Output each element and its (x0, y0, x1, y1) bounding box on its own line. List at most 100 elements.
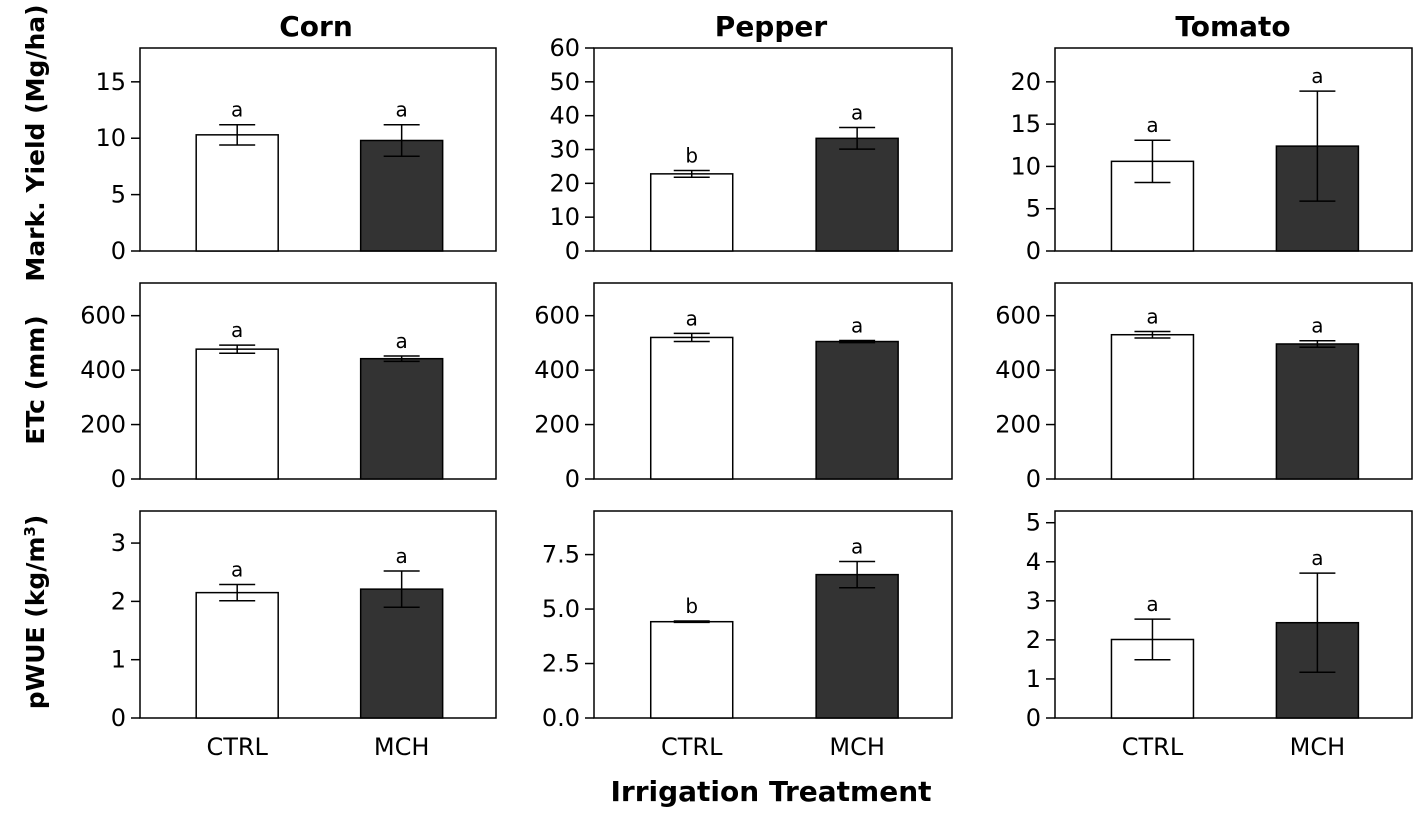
bar-mch (359, 139, 444, 252)
bar-ctrl (195, 348, 279, 480)
y-tick-label: 5 (111, 181, 126, 209)
y-tick-label: 20 (549, 169, 580, 197)
y-tick-label: 2.5 (542, 650, 580, 678)
row-label-yield: Mark. Yield (Mg/ha) (21, 4, 50, 281)
bar-mch (815, 573, 899, 719)
y-tick-label: 2 (111, 587, 126, 615)
x-category-label-ctrl: CTRL (206, 733, 268, 761)
row-label-pwue-tail: ) (21, 515, 50, 526)
x-category-label-mch: MCH (1290, 733, 1346, 761)
x-axis-title: Irrigation Treatment (610, 775, 931, 808)
y-tick-label: 600 (995, 302, 1041, 330)
panel-pwue-tomato: 0 1 2 3 4 5 a CTRL a MCH (1026, 509, 1413, 761)
panel-yield-tomato: 0 5 10 15 20 a a (1010, 47, 1413, 265)
x-category-label-mch: MCH (374, 733, 430, 761)
bar-ctrl (649, 173, 734, 252)
significance-letter: a (1146, 113, 1158, 137)
y-tick-label: 5 (1026, 195, 1041, 223)
row-label-pwue-sup: 3 (21, 526, 39, 536)
y-tick-label: 0 (565, 237, 580, 265)
y-tick-label: 15 (95, 68, 126, 96)
y-tick-label: 3 (1026, 587, 1041, 615)
y-tick-label: 600 (534, 302, 580, 330)
panel-pwue-corn: 0 1 2 3 a CTRL a MCH (111, 510, 497, 761)
significance-letter: a (851, 535, 863, 559)
y-tick-label: 0 (111, 704, 126, 732)
y-tick-label: 0 (111, 465, 126, 493)
y-tick-label: 15 (1010, 110, 1041, 138)
significance-letter: a (231, 98, 243, 122)
y-tick-label: 0 (565, 465, 580, 493)
bar-ctrl (195, 591, 279, 719)
panel-etc-tomato: 0 200 400 600 a a (995, 282, 1413, 493)
y-tick-label: 0 (111, 237, 126, 265)
y-tick-label: 1 (1026, 665, 1041, 693)
bar-mch (359, 588, 444, 719)
significance-letter: a (396, 329, 408, 353)
y-tick-label: 400 (534, 356, 580, 384)
y-tick-label: 2 (1026, 626, 1041, 654)
significance-letter: a (231, 557, 243, 581)
bar-ctrl (649, 620, 734, 719)
y-tick-label: 0 (1026, 237, 1041, 265)
y-tick-label: 4 (1026, 548, 1041, 576)
plot-frame (1054, 282, 1413, 480)
plot-frame (139, 510, 497, 719)
y-tick-label: 0 (1026, 704, 1041, 732)
bar-ctrl (1110, 333, 1195, 480)
x-category-label-ctrl: CTRL (1122, 733, 1184, 761)
column-title-corn: Corn (279, 10, 353, 43)
plot-frame (1054, 510, 1413, 719)
significance-letter: a (396, 544, 408, 568)
y-tick-label: 200 (995, 411, 1041, 439)
y-tick-label: 5.0 (542, 595, 580, 623)
panel-etc-corn: 0 200 400 600 a a (80, 282, 497, 493)
y-tick-label: 0 (1026, 465, 1041, 493)
plot-frame (139, 282, 497, 480)
plot-frame (1054, 47, 1413, 252)
y-tick-label: 1 (111, 646, 126, 674)
plot-frame (593, 510, 953, 719)
bar-ctrl (649, 336, 734, 480)
row-label-pwue: pWUE (kg/m3) (21, 515, 50, 710)
y-tick-label: 30 (549, 136, 580, 164)
y-tick-label: 20 (1010, 68, 1041, 96)
y-tick-label: 200 (80, 411, 126, 439)
row-label-etc: ETc (mm) (21, 315, 50, 444)
y-tick-label: 3 (111, 529, 126, 557)
plot-frame (139, 47, 497, 252)
y-tick-label: 200 (534, 411, 580, 439)
y-tick-label: 600 (80, 302, 126, 330)
significance-letter: a (686, 306, 698, 330)
significance-letter: b (685, 594, 698, 618)
significance-letter: a (1311, 64, 1323, 88)
y-tick-label: 7.5 (542, 541, 580, 569)
panel-yield-corn: 0 5 10 15 a a (95, 47, 497, 265)
bar-mch (815, 137, 899, 252)
y-tick-label: 400 (80, 356, 126, 384)
significance-letter: a (231, 318, 243, 342)
significance-letter: a (1311, 314, 1323, 338)
column-title-pepper: Pepper (715, 10, 828, 43)
significance-letter: a (851, 313, 863, 337)
x-category-label-ctrl: CTRL (661, 733, 723, 761)
significance-letter: a (1146, 592, 1158, 616)
panel-pwue-pepper: 0.0 2.5 5.0 7.5 b CTRL a MCH (542, 510, 953, 761)
y-tick-label: 40 (549, 102, 580, 130)
significance-letter: a (1311, 546, 1323, 570)
y-tick-label: 0.0 (542, 704, 580, 732)
row-label-pwue-main: pWUE (kg/m (21, 537, 50, 710)
y-tick-label: 50 (549, 68, 580, 96)
y-tick-label: 5 (1026, 509, 1041, 537)
bar-mch (359, 357, 444, 480)
y-tick-label: 10 (1010, 152, 1041, 180)
significance-letter: a (851, 101, 863, 125)
significance-letter: b (685, 143, 698, 167)
bar-ctrl (195, 134, 279, 252)
panel-yield-pepper: 0 10 20 30 40 50 60 b a (549, 34, 953, 265)
significance-letter: a (1146, 304, 1158, 328)
y-tick-label: 10 (549, 203, 580, 231)
panel-etc-pepper: 0 200 400 600 a a (534, 282, 953, 493)
